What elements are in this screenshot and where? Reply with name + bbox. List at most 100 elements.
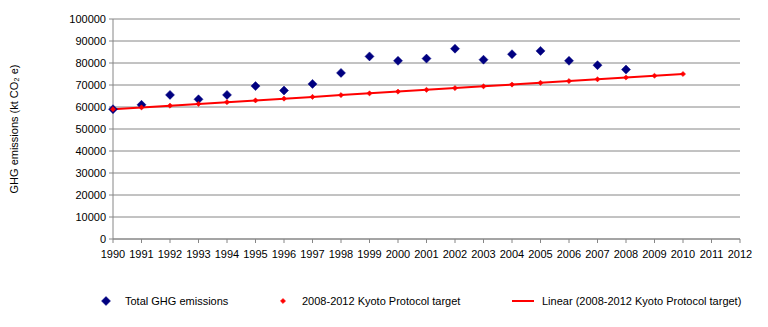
x-tick [569, 239, 570, 243]
x-tick [654, 239, 655, 243]
legend-label: 2008-2012 Kyoto Protocol target [302, 295, 460, 307]
y-tick-label: 70000 [75, 79, 106, 91]
grid-line [113, 195, 740, 196]
point [280, 86, 289, 95]
y-tick-label: 40000 [75, 145, 106, 157]
trend-line [113, 74, 683, 109]
x-tick-label: 2005 [528, 248, 552, 260]
point [623, 75, 628, 80]
x-tick-label: 2006 [557, 248, 581, 260]
point [595, 77, 600, 82]
x-tick-label: 2007 [585, 248, 609, 260]
x-tick-label: 1997 [300, 248, 324, 260]
x-tick [284, 239, 285, 243]
x-tick-label: 1995 [243, 248, 267, 260]
x-tick [740, 239, 741, 243]
x-tick [711, 239, 712, 243]
x-tick-label: 1996 [272, 248, 296, 260]
point [394, 56, 403, 65]
x-tick-label: 2000 [386, 248, 410, 260]
x-tick-label: 2012 [728, 248, 752, 260]
x-tick-label: 2001 [414, 248, 438, 260]
point [166, 90, 175, 99]
point [337, 68, 346, 77]
y-tick [109, 217, 113, 218]
x-tick [141, 239, 142, 243]
point [536, 46, 545, 55]
y-tick-label: 30000 [75, 167, 106, 179]
y-tick [109, 85, 113, 86]
grid-line [113, 151, 740, 152]
point [110, 107, 115, 112]
y-tick-label: 10000 [75, 211, 106, 223]
point [223, 90, 232, 99]
y-tick [109, 129, 113, 130]
point [253, 98, 258, 103]
legend-swatch [280, 298, 285, 303]
point [593, 61, 602, 70]
y-tick [109, 63, 113, 64]
grid-line [113, 129, 740, 130]
x-tick-label: 1990 [101, 248, 125, 260]
x-tick-label: 2010 [671, 248, 695, 260]
y-tick [109, 151, 113, 152]
legend-label: Linear (2008-2012 Kyoto Protocol target) [542, 295, 741, 307]
y-tick-label: 60000 [75, 101, 106, 113]
point [167, 103, 172, 108]
grid-line [113, 85, 740, 86]
x-tick [597, 239, 598, 243]
y-tick-label: 0 [100, 233, 106, 245]
point [424, 87, 429, 92]
point [196, 101, 201, 106]
point [479, 55, 488, 64]
y-tick-label: 90000 [75, 35, 106, 47]
point [139, 105, 144, 110]
x-tick-label: 2008 [614, 248, 638, 260]
point [308, 79, 317, 88]
y-tick [109, 41, 113, 42]
plot-area [109, 44, 686, 114]
point [137, 100, 146, 109]
y-tick-label: 20000 [75, 189, 106, 201]
grid-line [113, 41, 740, 42]
x-tick [170, 239, 171, 243]
y-tick [109, 239, 113, 240]
y-tick [109, 19, 113, 20]
point [652, 73, 657, 78]
x-tick-label: 2009 [642, 248, 666, 260]
x-tick [540, 239, 541, 243]
x-tick-label: 1998 [329, 248, 353, 260]
grid-line [113, 107, 740, 108]
point [508, 50, 517, 59]
point [451, 44, 460, 53]
x-tick-label: 2004 [500, 248, 524, 260]
x-tick [626, 239, 627, 243]
x-tick [113, 239, 114, 243]
x-tick-label: 2011 [700, 248, 724, 260]
point [251, 82, 260, 91]
x-tick [398, 239, 399, 243]
x-tick-label: 1999 [357, 248, 381, 260]
point [310, 94, 315, 99]
point [365, 52, 374, 61]
point [538, 80, 543, 85]
x-tick-label: 2002 [443, 248, 467, 260]
x-tick [341, 239, 342, 243]
x-tick [483, 239, 484, 243]
x-tick [198, 239, 199, 243]
y-axis-label: GHG emissions (kt CO₂ e) [8, 65, 20, 194]
x-tick-label: 1991 [129, 248, 153, 260]
x-tick [312, 239, 313, 243]
legend-swatch [102, 297, 111, 306]
y-tick-label: 50000 [75, 123, 106, 135]
x-tick-label: 1992 [158, 248, 182, 260]
point [622, 65, 631, 74]
x-tick [255, 239, 256, 243]
x-tick-label: 1993 [186, 248, 210, 260]
legend-label: Total GHG emissions [125, 295, 229, 307]
point [565, 56, 574, 65]
point [566, 78, 571, 83]
point [422, 54, 431, 63]
x-tick-label: 2003 [471, 248, 495, 260]
point [367, 91, 372, 96]
